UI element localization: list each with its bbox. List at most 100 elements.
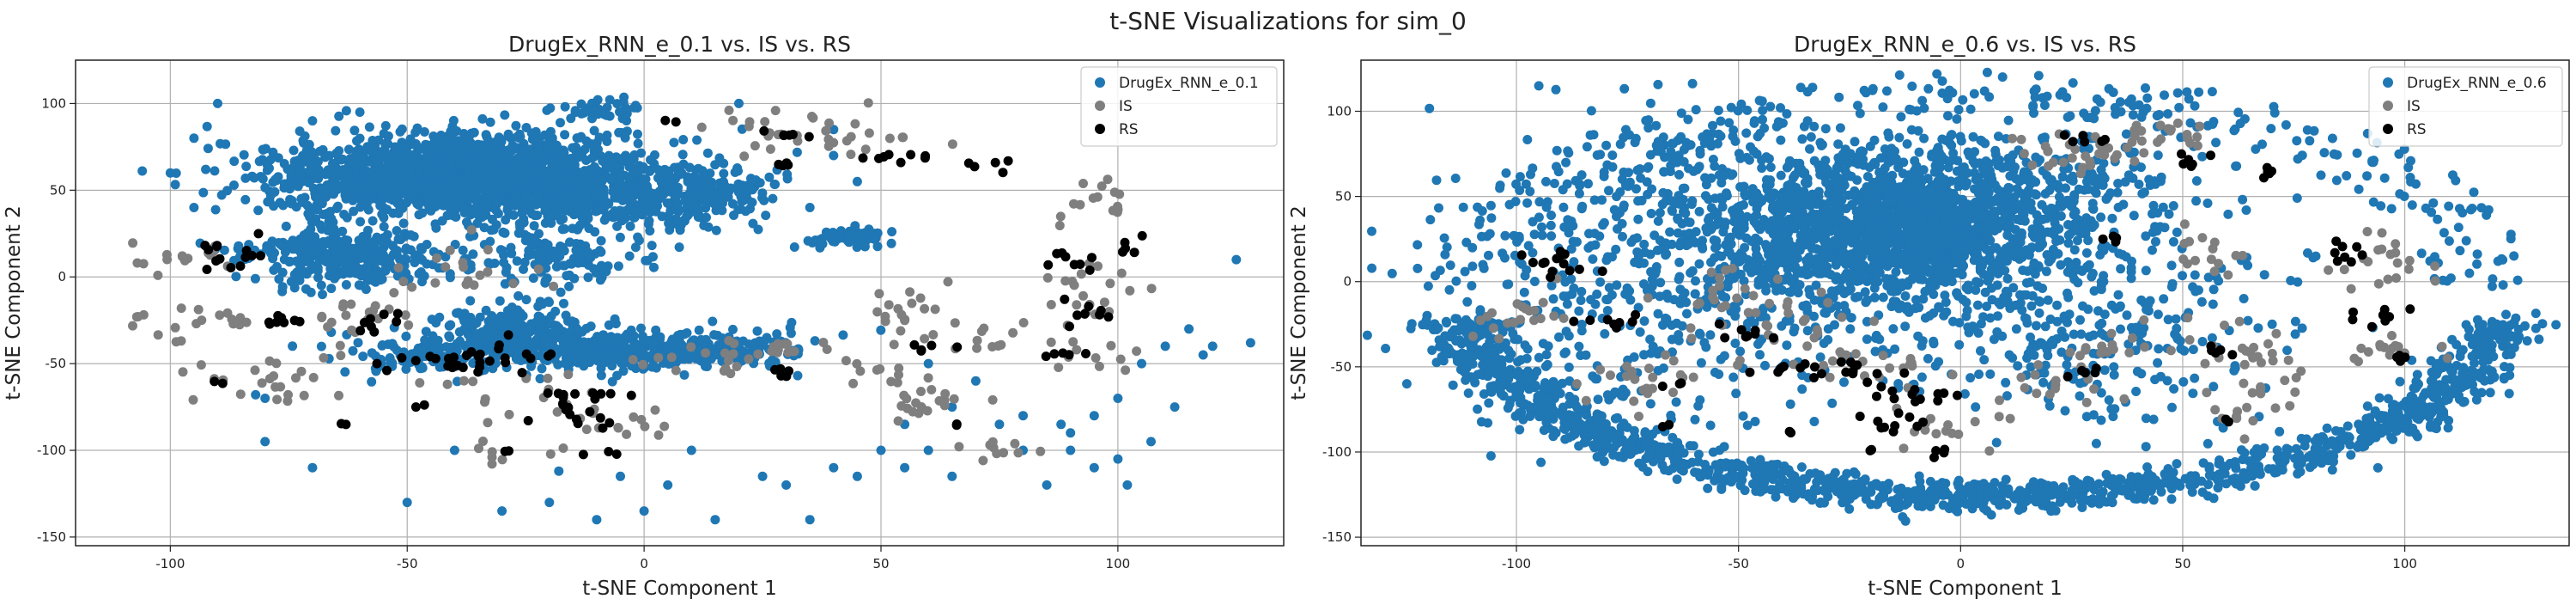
scatter-point xyxy=(260,394,270,403)
scatter-point xyxy=(1231,255,1241,265)
scatter-point xyxy=(634,139,643,149)
scatter-point xyxy=(341,310,350,320)
scatter-point xyxy=(753,350,762,359)
scatter-point xyxy=(651,406,660,415)
scatter-point xyxy=(544,240,553,249)
scatter-point xyxy=(702,362,712,371)
scatter-point xyxy=(171,180,180,189)
scatter-point xyxy=(1090,411,1099,420)
scatter-point xyxy=(300,245,309,254)
scatter-point xyxy=(236,389,246,399)
scatter-point xyxy=(1013,448,1023,457)
scatter-point xyxy=(940,389,950,399)
scatter-point xyxy=(1054,363,1063,372)
scatter-point xyxy=(923,406,933,416)
scatter-point xyxy=(587,99,597,108)
scatter-point xyxy=(352,248,361,258)
scatter-point xyxy=(538,157,548,167)
scatter-point xyxy=(631,242,641,252)
scatter-point xyxy=(482,306,491,315)
scatter-point xyxy=(507,147,516,156)
scatter-point xyxy=(973,336,982,345)
scatter-point xyxy=(513,345,522,355)
scatter-point xyxy=(263,160,272,169)
scatter-point xyxy=(272,394,282,404)
scatter-point xyxy=(619,357,629,366)
scatter-point xyxy=(2107,214,2117,223)
scatter-point xyxy=(597,261,606,271)
scatter-point xyxy=(422,260,431,269)
scatter-point xyxy=(988,437,998,447)
scatter-point xyxy=(274,238,283,248)
scatter-point xyxy=(846,150,855,159)
scatter-point xyxy=(1081,349,1091,358)
scatter-point xyxy=(236,261,246,271)
scatter-point xyxy=(241,162,251,171)
scatter-point xyxy=(612,449,622,459)
scatter-point xyxy=(290,180,300,189)
scatter-point xyxy=(253,205,263,215)
scatter-point xyxy=(894,416,903,425)
scatter-point xyxy=(669,138,678,147)
scatter-point xyxy=(519,148,529,157)
scatter-point xyxy=(1915,148,1924,157)
scatter-point xyxy=(1065,321,1074,331)
x-tick-label: 50 xyxy=(872,556,889,571)
scatter-point xyxy=(489,174,498,183)
scatter-point xyxy=(282,222,291,231)
scatter-point xyxy=(680,370,690,380)
scatter-point xyxy=(331,173,341,182)
scatter-point xyxy=(385,157,394,167)
x-tick-label: 100 xyxy=(2392,556,2417,571)
scatter-point xyxy=(501,215,510,224)
scatter-point xyxy=(420,400,429,410)
scatter-point xyxy=(530,221,539,230)
scatter-point xyxy=(347,326,356,335)
scatter-point xyxy=(744,354,753,364)
scatter-point xyxy=(465,296,475,306)
scatter-point xyxy=(210,166,220,175)
scatter-point xyxy=(349,346,358,356)
scatter-point xyxy=(786,323,795,333)
scatter-point xyxy=(596,248,605,257)
scatter-point xyxy=(506,315,515,325)
scatter-point xyxy=(633,130,642,139)
scatter-point xyxy=(612,371,622,381)
scatter-point xyxy=(598,175,608,185)
scatter-point xyxy=(514,229,524,238)
scatter-point xyxy=(872,307,882,316)
scatter-point xyxy=(1147,284,1157,293)
scatter-point xyxy=(987,342,997,351)
scatter-point xyxy=(326,239,336,248)
scatter-point xyxy=(511,189,520,199)
scatter-point xyxy=(476,164,485,174)
x-tick-label: -100 xyxy=(155,556,185,571)
scatter-point xyxy=(667,352,677,362)
scatter-point xyxy=(505,172,514,181)
scatter-point xyxy=(559,261,568,271)
scatter-point xyxy=(479,186,489,195)
y-tick-label: 100 xyxy=(41,95,66,111)
scatter-point xyxy=(270,382,280,392)
scatter-point xyxy=(590,394,599,404)
scatter-point xyxy=(353,179,362,188)
scatter-point xyxy=(278,282,288,291)
scatter-point xyxy=(401,269,410,278)
scatter-point xyxy=(1113,394,1122,403)
scatter-point xyxy=(428,315,437,324)
y-tick-label: -100 xyxy=(37,443,66,458)
scatter-point xyxy=(265,357,275,366)
scatter-point xyxy=(651,202,660,211)
scatter-point xyxy=(568,197,577,206)
scatter-point xyxy=(1043,273,1053,283)
scatter-point xyxy=(547,311,556,321)
scatter-point xyxy=(250,174,259,183)
scatter-point xyxy=(1060,276,1070,285)
scatter-point xyxy=(313,173,323,182)
scatter-point xyxy=(734,99,744,108)
scatter-point xyxy=(920,304,929,314)
scatter-point xyxy=(536,321,545,331)
scatter-point xyxy=(1100,297,1109,307)
scatter-point xyxy=(483,418,493,427)
